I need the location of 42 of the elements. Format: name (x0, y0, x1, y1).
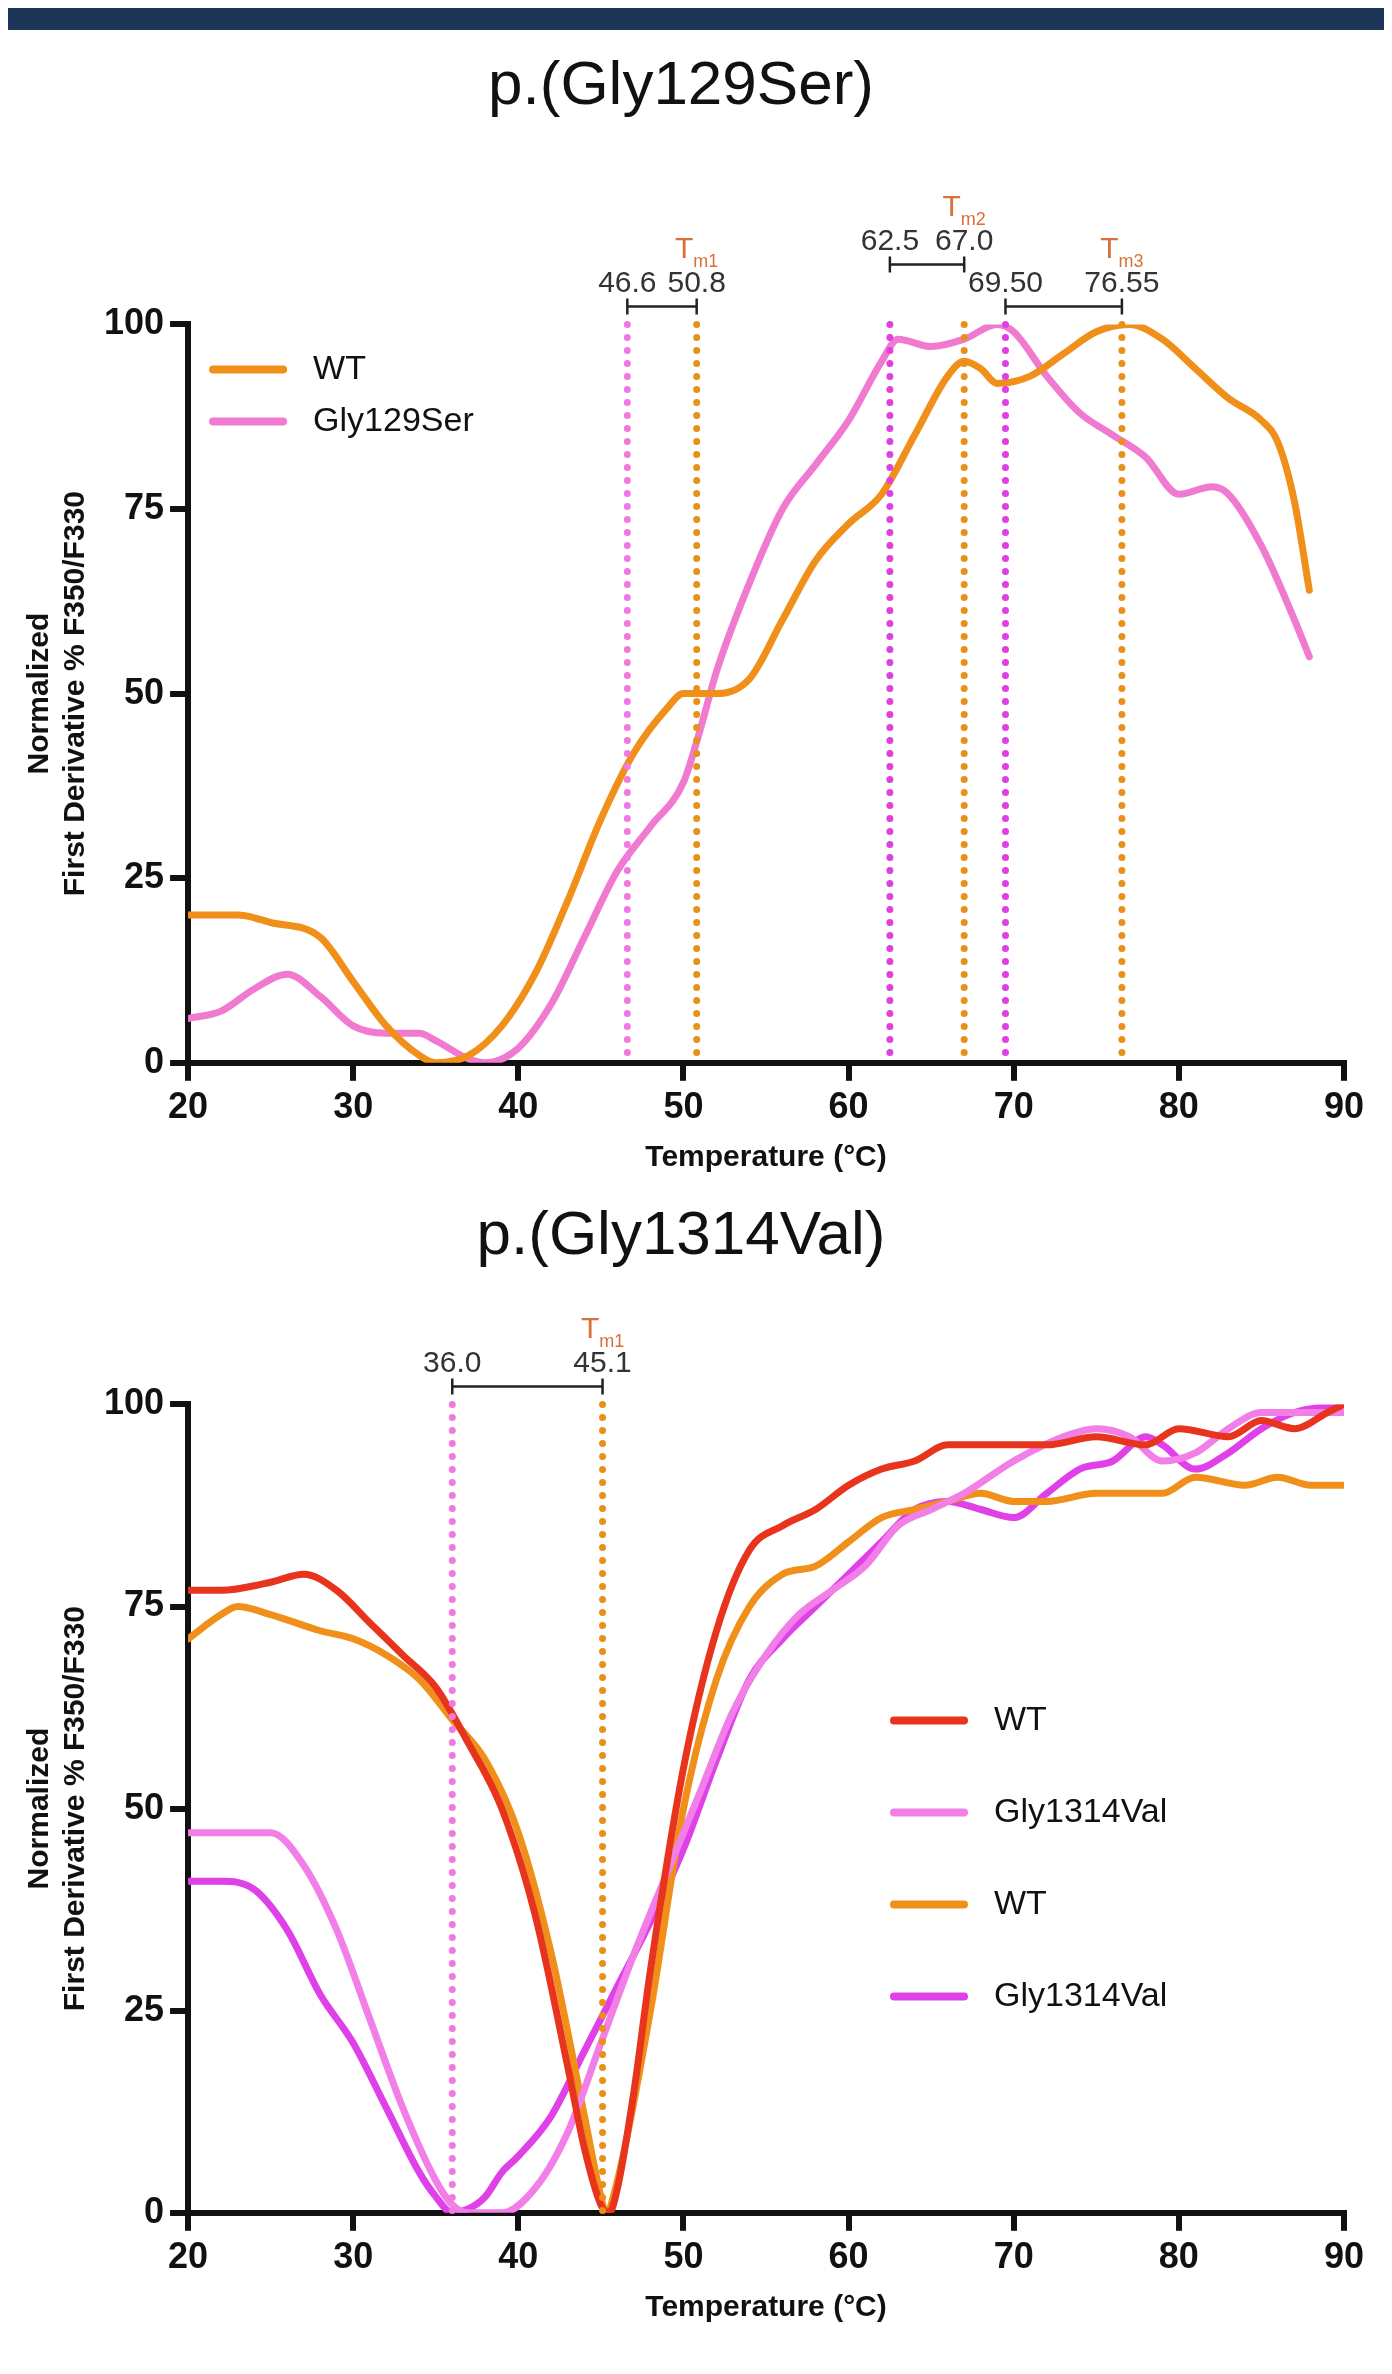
x-tick-label: 40 (498, 2235, 539, 2277)
y-tick-label: 25 (124, 1987, 165, 2029)
x-tick-label: 70 (993, 2235, 1034, 2277)
y-axis-title: Normalized First Derivative % F350/F330 (21, 490, 91, 897)
x-tick-label: 60 (828, 2235, 869, 2277)
y-tick-label: 50 (124, 1785, 165, 1827)
x-tick-label: 70 (993, 1085, 1034, 1127)
y-tick-label: 75 (124, 1583, 165, 1625)
x-tick-label: 30 (333, 2235, 374, 2277)
x-tick-label: 30 (333, 1085, 374, 1127)
ref-line-label: 62.5 (860, 223, 920, 257)
y-tick-label: 50 (124, 670, 165, 712)
legend-label: Gly129Ser (313, 399, 474, 438)
x-tick-label: 40 (498, 1085, 539, 1127)
x-tick-label: 50 (663, 1085, 704, 1127)
legend-label: WT (994, 1882, 1047, 1921)
x-tick-label: 60 (828, 1085, 869, 1127)
x-tick-label: 20 (168, 2235, 209, 2277)
y-tick-label: 25 (124, 855, 165, 897)
ref-line-label: 46.6 (598, 265, 657, 299)
x-axis-title: Temperature (°C) (645, 2289, 887, 2323)
x-tick-label: 20 (168, 1085, 209, 1127)
legend-label: WT (994, 1698, 1047, 1737)
x-tick-label: 50 (663, 2235, 704, 2277)
y-tick-label: 0 (144, 2189, 165, 2231)
y-axis-title: Normalized First Derivative % F350/F330 (21, 1605, 91, 2012)
y-tick-label: 100 (103, 301, 165, 343)
x-tick-label: 90 (1323, 2235, 1365, 2277)
x-tick-label: 80 (1158, 2235, 1199, 2277)
ref-line-label: 69.50 (967, 265, 1044, 299)
legend-label: Gly1314Val (994, 1974, 1168, 2013)
x-tick-label: 80 (1158, 1085, 1199, 1127)
legend-label: Gly1314Val (994, 1790, 1168, 1829)
chart-title: p.(Gly129Ser) (488, 48, 874, 118)
y-tick-label: 75 (124, 485, 165, 527)
x-axis-title: Temperature (°C) (645, 1139, 887, 1173)
y-tick-label: 100 (103, 1381, 165, 1423)
x-tick-label: 90 (1323, 1085, 1365, 1127)
chart-title: p.(Gly1314Val) (476, 1198, 886, 1268)
ref-line-label: 36.0 (423, 1345, 482, 1379)
legend-label: WT (313, 347, 366, 386)
y-tick-label: 0 (144, 1039, 165, 1081)
